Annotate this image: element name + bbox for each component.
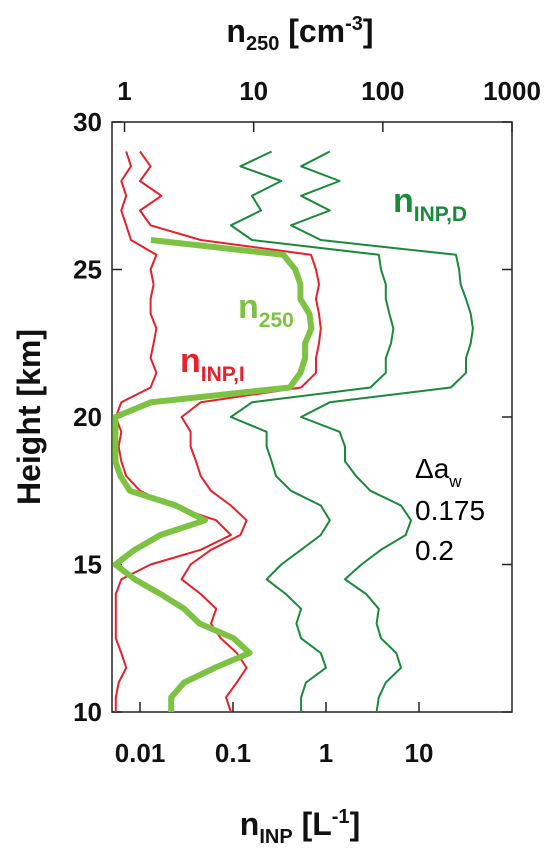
label-part: INP: [259, 826, 292, 848]
profile-line: [139, 150, 322, 713]
label-part: [L: [293, 806, 332, 842]
annotation-sub: 250: [259, 309, 294, 332]
label-part: ]: [350, 806, 361, 842]
profile-line: [114, 151, 232, 712]
annotation-main: n: [238, 288, 259, 326]
label-part: -1: [332, 806, 350, 828]
x-tick-label: 0.1: [215, 738, 251, 768]
top-axis-label: n250 [cm-3]: [226, 13, 373, 55]
annotation-main: n: [180, 342, 201, 380]
profile-line: [290, 150, 474, 713]
label-part: -3: [345, 13, 363, 35]
annotation: n250: [238, 288, 294, 332]
annotation-main: 0.175: [415, 495, 485, 526]
annotation: 0.175: [415, 495, 485, 526]
label-part: [cm: [279, 13, 345, 49]
label-part: 250: [246, 33, 279, 55]
y-tick-label: 30: [73, 107, 102, 137]
profile-line: [229, 150, 395, 712]
y-tick-label: 25: [73, 255, 102, 285]
bottom-axis-label: nINP [L-1]: [240, 806, 360, 848]
x2-tick-label: 100: [361, 76, 404, 106]
x-tick-label: 10: [405, 738, 434, 768]
x2-tick-label: 10: [239, 76, 268, 106]
x-tick-label: 0.01: [115, 738, 166, 768]
annotation-main: n: [393, 182, 414, 220]
y-axis-label: Height [km]: [11, 329, 47, 505]
annotation-sub: INP,D: [414, 203, 467, 226]
x-tick-label: 1: [319, 738, 333, 768]
x2-tick-label: 1: [117, 76, 131, 106]
y-tick-label: 15: [73, 550, 102, 580]
label-part: n: [226, 13, 246, 49]
annotation-main: Δa: [415, 453, 450, 484]
annotation: nINP,D: [393, 182, 467, 226]
y-tick-label: 20: [73, 402, 102, 432]
y-tick-label: 10: [73, 697, 102, 727]
annotation-sub: w: [448, 472, 462, 491]
annotation-main: 0.2: [415, 535, 454, 566]
x2-tick-label: 1000: [483, 76, 541, 106]
annotation: 0.2: [415, 535, 454, 566]
annotation: nINP,I: [180, 342, 245, 386]
annotation-sub: INP,I: [201, 363, 245, 386]
label-part: ]: [363, 13, 374, 49]
label-part: n: [240, 806, 260, 842]
profile-line: [112, 237, 315, 712]
annotation: Δaw: [415, 453, 462, 491]
